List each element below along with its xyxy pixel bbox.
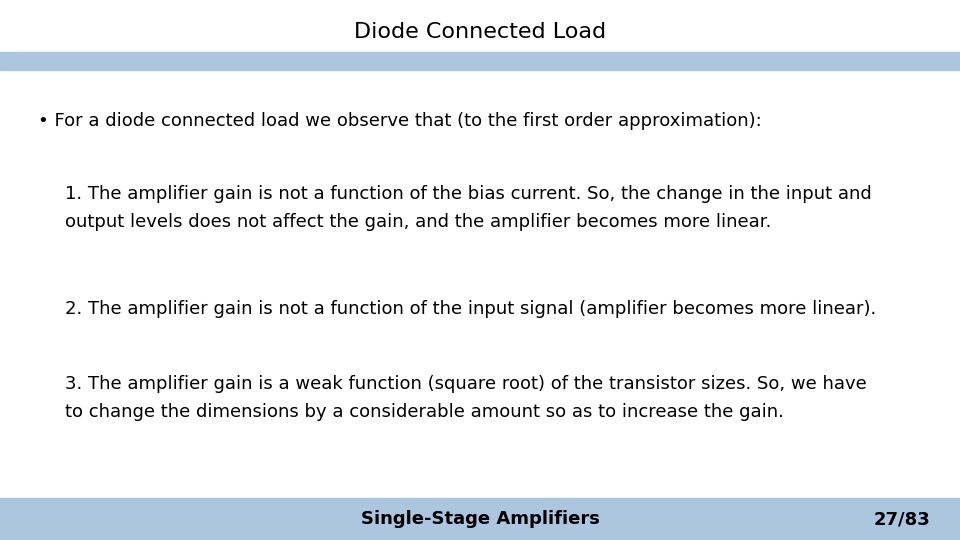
Text: Diode Connected Load: Diode Connected Load <box>354 22 606 42</box>
Text: 27/83: 27/83 <box>874 510 930 528</box>
Text: 3. The amplifier gain is a weak function (square root) of the transistor sizes. : 3. The amplifier gain is a weak function… <box>65 375 867 393</box>
Text: • For a diode connected load we observe that (to the first order approximation):: • For a diode connected load we observe … <box>38 112 761 130</box>
Bar <box>0 52 960 70</box>
Text: 2. The amplifier gain is not a function of the input signal (amplifier becomes m: 2. The amplifier gain is not a function … <box>65 300 876 318</box>
Text: Single-Stage Amplifiers: Single-Stage Amplifiers <box>361 510 599 528</box>
Bar <box>0 498 960 540</box>
Text: output levels does not affect the gain, and the amplifier becomes more linear.: output levels does not affect the gain, … <box>65 213 772 231</box>
Text: to change the dimensions by a considerable amount so as to increase the gain.: to change the dimensions by a considerab… <box>65 403 784 421</box>
Text: 1. The amplifier gain is not a function of the bias current. So, the change in t: 1. The amplifier gain is not a function … <box>65 185 872 203</box>
